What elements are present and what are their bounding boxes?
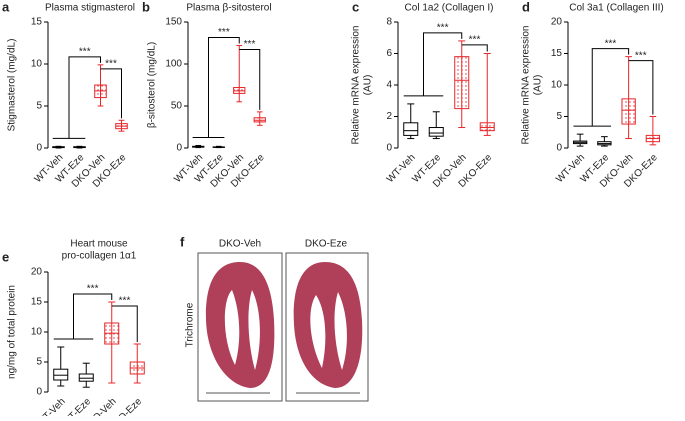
annotation: *** xyxy=(87,284,99,295)
chart-title: Col 3a1 (Collagen III) xyxy=(569,3,664,14)
panel-label: c xyxy=(352,0,359,14)
y-tick-label: 10 xyxy=(31,59,43,70)
y-tick-label: 100 xyxy=(165,59,182,70)
y-tick-label: 20 xyxy=(31,267,43,278)
panel-label: f xyxy=(180,234,185,249)
column-label: DKO-Veh xyxy=(219,239,261,250)
y-tick-label: 15 xyxy=(31,17,43,28)
bracket xyxy=(100,68,122,119)
y-tick-label: 0 xyxy=(36,387,42,398)
bracket xyxy=(461,44,488,52)
bracket xyxy=(68,56,101,139)
y-tick-label: 5 xyxy=(36,357,42,368)
y-tick-label: 10 xyxy=(551,80,563,91)
y-axis-label: ng/mg of total protein xyxy=(7,285,18,379)
y-tick-label: 15 xyxy=(551,48,563,59)
bracket xyxy=(423,32,463,96)
box xyxy=(479,122,495,132)
chart-title: pro-collagen 1α1 xyxy=(62,251,137,262)
annotation: *** xyxy=(79,46,91,57)
box xyxy=(454,56,470,110)
annotation: *** xyxy=(469,35,481,46)
y-tick-label: 5 xyxy=(556,111,562,122)
bracket xyxy=(73,293,113,339)
y-tick-label: 0 xyxy=(176,143,182,154)
chart-title: Plasma stigmasterol xyxy=(45,3,135,14)
y-axis-label: (AU) xyxy=(533,75,544,96)
box xyxy=(53,368,69,381)
chart-title: Col 1a2 (Collagen I) xyxy=(405,3,494,14)
bracket xyxy=(111,305,138,342)
annotation: *** xyxy=(218,27,230,38)
y-tick-label: 0 xyxy=(36,143,42,154)
y-axis-label: β-sitosterol (mg/dL) xyxy=(147,42,158,128)
y-tick-label: 15 xyxy=(31,297,43,308)
panel-label: d xyxy=(522,0,530,14)
heart-section xyxy=(293,262,363,388)
column-label: DKO-Eze xyxy=(305,239,348,250)
y-tick-label: 0 xyxy=(556,143,562,154)
y-tick-label: 2 xyxy=(386,111,392,122)
y-tick-label: 150 xyxy=(165,17,182,28)
chart-title: Plasma β-sitosterol xyxy=(186,3,271,14)
y-tick-label: 4 xyxy=(386,80,392,91)
panel-f: f DKO-Veh DKO-Eze Trichrome xyxy=(180,234,369,402)
panel-label: a xyxy=(2,0,10,14)
annotation: *** xyxy=(605,38,617,49)
y-tick-label: 20 xyxy=(551,17,563,28)
box xyxy=(428,127,444,137)
y-tick-label: 50 xyxy=(171,101,183,112)
y-tick-label: 6 xyxy=(386,48,392,59)
annotation: *** xyxy=(437,23,449,34)
annotation: *** xyxy=(244,39,256,50)
bracket xyxy=(208,37,240,138)
box xyxy=(403,122,419,136)
x-tick-label: WT-Veh xyxy=(35,396,68,416)
annotation: *** xyxy=(105,58,117,69)
chart-title: Heart mouse xyxy=(70,239,128,250)
y-tick-label: 8 xyxy=(386,17,392,28)
annotation: *** xyxy=(635,50,647,61)
bracket xyxy=(591,48,630,127)
y-axis-label: Relative mRNA expression xyxy=(521,26,532,145)
box xyxy=(78,373,94,382)
panel-label: b xyxy=(142,0,150,14)
panel-label: e xyxy=(2,249,9,264)
heart-section xyxy=(205,262,275,388)
y-axis-label: Stigmasterol (mg/dL) xyxy=(7,39,18,132)
y-tick-label: 5 xyxy=(36,101,42,112)
y-axis-label: (AU) xyxy=(363,75,374,96)
row-label: Trichrome xyxy=(185,302,196,347)
bracket xyxy=(628,60,654,115)
y-tick-label: 10 xyxy=(31,327,43,338)
annotation: *** xyxy=(119,296,131,307)
box xyxy=(621,98,636,125)
y-axis-label: Relative mRNA expression xyxy=(351,26,362,145)
y-tick-label: 0 xyxy=(386,143,392,154)
bracket xyxy=(239,49,261,110)
